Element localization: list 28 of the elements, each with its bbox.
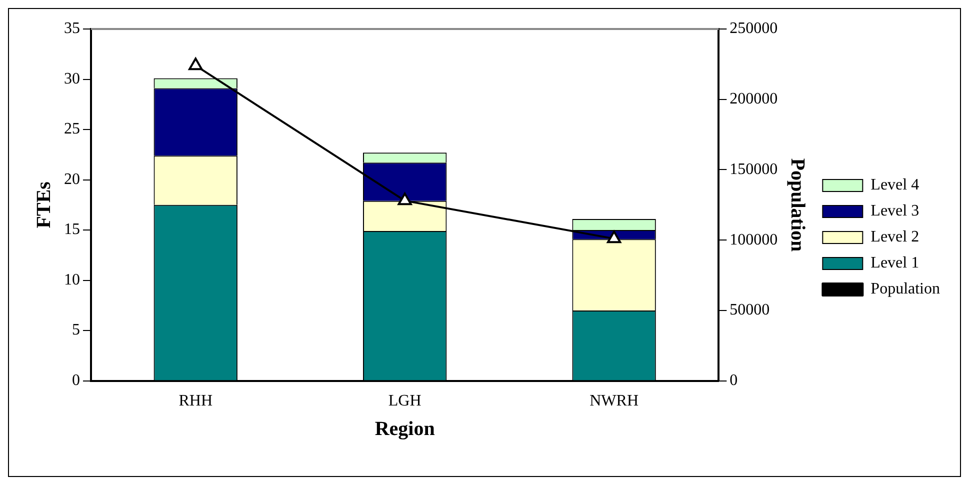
y-tick-label: 25 [64,120,80,138]
y-tick-label: 35 [64,20,80,38]
x-tick-label: LGH [388,392,422,410]
point [188,58,203,70]
y2-tick-label: 50000 [730,302,770,319]
x-axis-title: Region [374,418,435,440]
y2-tick-label: 150000 [730,160,778,178]
y2-tick-label: 100000 [730,231,778,248]
y-tick-label: 10 [64,271,80,288]
y-tick-label: 30 [64,70,80,88]
y2-tick-label: 200000 [730,90,778,108]
y-tick-label: 15 [64,221,80,238]
y-tick-label: 5 [72,322,80,339]
y-tick-label: 20 [64,170,80,188]
legend-label: Population [870,280,940,298]
y2-axis-title: Population [786,158,808,252]
x-tick-label: NWRH [590,392,639,410]
legend-label: Level 3 [870,202,920,220]
legend-label: Level 4 [870,176,920,194]
legend-label: Level 2 [870,228,920,246]
x-tick-label: RHH [178,392,213,410]
y2-tick-label: 0 [730,372,738,390]
y2-tick-label: 250000 [730,20,778,38]
y-axis-title: FTEs [33,181,56,228]
legend-label: Level 1 [870,254,920,272]
y-tick-label: 0 [72,372,80,390]
point [606,230,622,244]
point [398,192,412,206]
